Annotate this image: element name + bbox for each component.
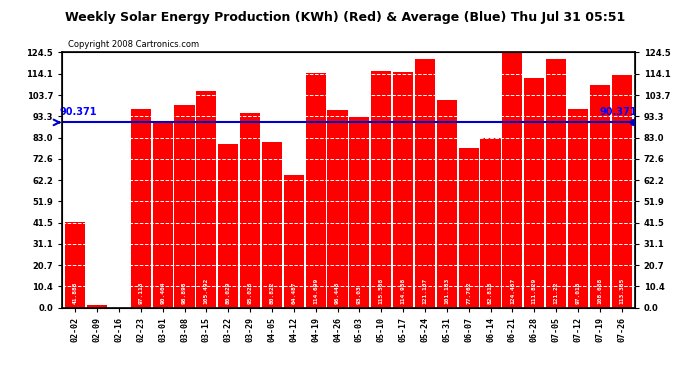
Text: 90.404: 90.404 xyxy=(160,282,165,304)
Text: 80.822: 80.822 xyxy=(269,282,275,304)
Text: 114.958: 114.958 xyxy=(401,278,406,304)
Bar xyxy=(480,138,500,308)
Bar xyxy=(546,59,566,308)
Text: 97.016: 97.016 xyxy=(575,282,580,304)
Bar xyxy=(152,122,172,308)
Bar xyxy=(262,142,282,308)
Bar xyxy=(130,109,151,308)
Text: 98.896: 98.896 xyxy=(182,282,187,304)
Bar xyxy=(393,72,413,308)
Bar xyxy=(437,100,457,308)
Bar xyxy=(328,110,348,308)
Text: Copyright 2008 Cartronics.com: Copyright 2008 Cartronics.com xyxy=(68,40,199,49)
Bar xyxy=(371,71,391,308)
Text: 95.023: 95.023 xyxy=(248,282,253,304)
Bar xyxy=(306,73,326,308)
Text: 111.829: 111.829 xyxy=(532,278,537,304)
Text: 105.492: 105.492 xyxy=(204,278,209,304)
Text: Weekly Solar Energy Production (KWh) (Red) & Average (Blue) Thu Jul 31 05:51: Weekly Solar Energy Production (KWh) (Re… xyxy=(65,11,625,24)
Text: 77.762: 77.762 xyxy=(466,282,471,304)
Text: 1.413: 1.413 xyxy=(95,286,99,304)
Text: 93.03: 93.03 xyxy=(357,286,362,304)
Bar xyxy=(87,304,107,307)
Text: 41.885: 41.885 xyxy=(72,282,78,304)
Bar xyxy=(568,109,588,308)
Bar xyxy=(240,113,260,308)
Bar xyxy=(284,176,304,308)
Text: 121.22: 121.22 xyxy=(553,282,559,304)
Text: 82.818: 82.818 xyxy=(488,282,493,304)
Text: 115.568: 115.568 xyxy=(379,278,384,304)
Text: 101.183: 101.183 xyxy=(444,278,449,304)
Text: 90.371: 90.371 xyxy=(60,107,97,117)
Bar xyxy=(175,105,195,308)
Bar xyxy=(65,222,86,308)
Text: 113.365: 113.365 xyxy=(619,278,624,304)
Text: 96.445: 96.445 xyxy=(335,282,340,304)
Bar xyxy=(590,85,610,308)
Bar xyxy=(349,117,369,308)
Bar xyxy=(502,53,522,308)
Text: 0.0: 0.0 xyxy=(117,293,121,304)
Bar xyxy=(611,75,632,308)
Text: 64.487: 64.487 xyxy=(291,282,296,304)
Bar xyxy=(197,92,217,308)
Text: 80.029: 80.029 xyxy=(226,282,230,304)
Text: 114.699: 114.699 xyxy=(313,278,318,304)
Bar xyxy=(415,60,435,308)
Text: 90.371: 90.371 xyxy=(600,107,637,117)
Text: 97.113: 97.113 xyxy=(138,282,144,304)
Text: 124.457: 124.457 xyxy=(510,278,515,304)
Bar xyxy=(218,144,238,308)
Bar xyxy=(524,78,544,308)
Text: 121.107: 121.107 xyxy=(422,278,428,304)
Bar xyxy=(459,148,479,308)
Text: 108.638: 108.638 xyxy=(598,278,602,304)
